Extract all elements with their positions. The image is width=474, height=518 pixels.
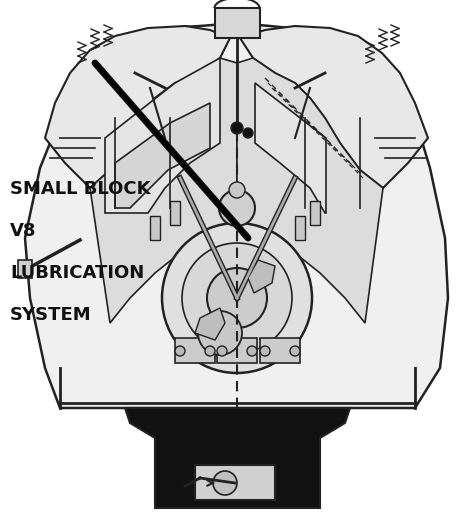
Bar xyxy=(215,8,260,38)
Circle shape xyxy=(207,268,267,328)
Bar xyxy=(175,338,215,363)
Polygon shape xyxy=(240,26,428,188)
Circle shape xyxy=(229,182,245,198)
Circle shape xyxy=(217,346,227,356)
Circle shape xyxy=(260,346,270,356)
Polygon shape xyxy=(105,58,220,213)
Polygon shape xyxy=(115,103,210,208)
Circle shape xyxy=(219,190,255,226)
Bar xyxy=(260,338,300,363)
Circle shape xyxy=(213,471,237,495)
Circle shape xyxy=(243,128,253,138)
Circle shape xyxy=(247,346,257,356)
Polygon shape xyxy=(195,308,225,340)
Polygon shape xyxy=(90,58,237,323)
Polygon shape xyxy=(237,58,383,323)
Text: V8: V8 xyxy=(10,222,36,240)
Circle shape xyxy=(231,122,243,134)
Bar xyxy=(170,201,180,225)
Circle shape xyxy=(205,346,215,356)
Polygon shape xyxy=(25,23,448,408)
Text: LUBRICATION: LUBRICATION xyxy=(10,264,144,282)
Text: SYSTEM: SYSTEM xyxy=(10,306,91,324)
Circle shape xyxy=(175,346,185,356)
Bar xyxy=(295,216,305,240)
Circle shape xyxy=(290,346,300,356)
Polygon shape xyxy=(255,83,326,213)
Circle shape xyxy=(198,311,242,355)
Polygon shape xyxy=(125,408,350,508)
Bar xyxy=(310,201,320,225)
Bar xyxy=(150,216,160,240)
Bar xyxy=(195,465,275,500)
Circle shape xyxy=(162,223,312,373)
Bar xyxy=(18,260,32,278)
Text: SMALL BLOCK: SMALL BLOCK xyxy=(10,180,151,198)
Bar xyxy=(217,338,257,363)
Polygon shape xyxy=(248,260,275,293)
Polygon shape xyxy=(45,26,230,188)
Circle shape xyxy=(182,243,292,353)
